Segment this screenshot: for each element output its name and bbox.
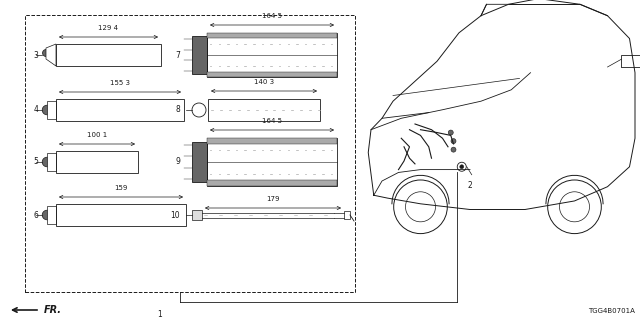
Text: 9: 9 [175,157,180,166]
Bar [192,36,207,74]
Bar [208,99,320,121]
Bar [192,141,207,182]
Text: 140 3: 140 3 [254,79,274,85]
Bar [207,33,337,77]
Bar [47,206,56,224]
Circle shape [42,210,52,220]
Bar [621,55,640,67]
Text: 4: 4 [33,106,38,115]
Text: TGG4B0701A: TGG4B0701A [588,308,635,314]
Circle shape [451,139,456,144]
Circle shape [42,50,49,57]
Bar [207,33,337,38]
Bar [344,211,350,219]
Text: 164 5: 164 5 [262,118,282,124]
Text: 2: 2 [467,181,472,190]
Text: 100 1: 100 1 [87,132,107,138]
Text: 1: 1 [157,310,163,319]
Text: 155 3: 155 3 [110,80,130,86]
Circle shape [42,105,52,115]
Text: 5: 5 [33,157,38,166]
Bar [25,15,355,292]
Bar [207,138,337,186]
Bar [47,101,56,119]
Circle shape [460,165,464,169]
Bar [207,138,337,144]
Text: 10: 10 [170,211,180,220]
Bar [207,180,337,186]
Bar [56,99,184,121]
Text: 7: 7 [175,51,180,60]
Text: 129 4: 129 4 [99,25,118,31]
Bar [47,153,56,171]
Text: 3: 3 [33,51,38,60]
Polygon shape [46,44,56,66]
Bar [192,210,202,220]
Text: 6: 6 [33,211,38,220]
Text: 8: 8 [175,106,180,115]
Circle shape [448,130,453,135]
Bar [207,72,337,77]
Circle shape [42,157,52,167]
Bar [56,44,161,66]
Text: 164 5: 164 5 [262,13,282,19]
Text: FR.: FR. [44,305,62,315]
Text: 179: 179 [266,196,280,202]
Text: 159: 159 [115,185,128,191]
Bar [56,204,186,226]
Bar [56,151,138,173]
Circle shape [457,162,467,171]
Circle shape [451,147,456,152]
